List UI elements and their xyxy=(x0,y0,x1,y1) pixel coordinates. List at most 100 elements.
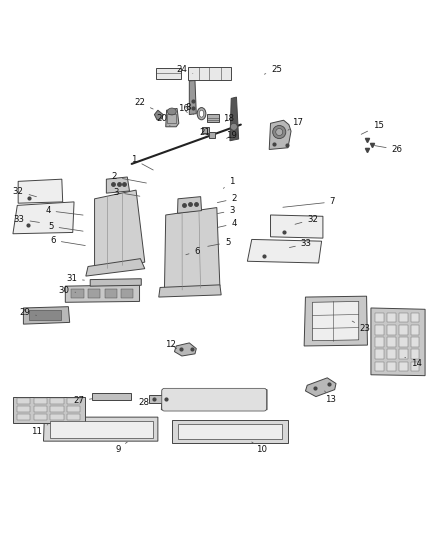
Text: 19: 19 xyxy=(226,131,237,140)
Polygon shape xyxy=(177,197,201,213)
Bar xyxy=(375,362,384,372)
Ellipse shape xyxy=(199,110,204,117)
Bar xyxy=(187,67,231,79)
Text: 11: 11 xyxy=(31,425,48,436)
Bar xyxy=(411,313,420,322)
Bar xyxy=(67,406,80,413)
Text: 17: 17 xyxy=(288,118,303,130)
Text: 4: 4 xyxy=(217,219,237,228)
Text: 23: 23 xyxy=(352,321,371,333)
Polygon shape xyxy=(86,259,145,276)
Bar xyxy=(149,395,170,403)
Bar xyxy=(17,398,30,405)
Polygon shape xyxy=(164,207,220,292)
Bar xyxy=(208,133,215,138)
Bar xyxy=(105,289,117,298)
Bar xyxy=(50,406,64,413)
Bar xyxy=(17,414,30,420)
Bar xyxy=(67,398,80,405)
Polygon shape xyxy=(13,202,74,234)
Polygon shape xyxy=(65,285,140,302)
Bar xyxy=(411,337,420,347)
Polygon shape xyxy=(18,179,63,203)
Bar xyxy=(399,362,408,372)
Polygon shape xyxy=(304,296,367,346)
Text: 3: 3 xyxy=(217,206,235,215)
Polygon shape xyxy=(247,239,321,263)
Polygon shape xyxy=(95,190,145,270)
Polygon shape xyxy=(43,417,158,441)
Ellipse shape xyxy=(167,108,176,115)
Text: 1: 1 xyxy=(223,177,235,188)
Bar xyxy=(387,350,396,359)
Polygon shape xyxy=(312,302,359,341)
Polygon shape xyxy=(172,420,288,443)
Text: 25: 25 xyxy=(265,64,282,74)
Text: 32: 32 xyxy=(13,187,36,197)
Bar xyxy=(88,289,100,298)
Bar xyxy=(399,350,408,359)
Text: 1: 1 xyxy=(131,155,153,170)
Text: 21: 21 xyxy=(200,127,211,136)
Polygon shape xyxy=(174,343,196,356)
Bar xyxy=(399,325,408,335)
Polygon shape xyxy=(166,108,179,127)
Polygon shape xyxy=(269,120,291,149)
Bar xyxy=(34,414,47,420)
Bar xyxy=(387,337,396,347)
Text: 29: 29 xyxy=(19,308,36,317)
Polygon shape xyxy=(161,390,267,410)
Bar xyxy=(50,398,64,405)
Bar xyxy=(375,337,384,347)
Bar xyxy=(34,398,47,405)
Bar xyxy=(399,313,408,322)
Bar xyxy=(411,350,420,359)
Bar xyxy=(34,406,47,413)
Text: 9: 9 xyxy=(115,442,127,454)
Text: 13: 13 xyxy=(325,391,336,404)
Polygon shape xyxy=(154,110,163,120)
Ellipse shape xyxy=(197,108,206,120)
Bar xyxy=(67,414,80,420)
Polygon shape xyxy=(271,215,323,238)
Text: 8: 8 xyxy=(186,103,194,115)
Text: 16: 16 xyxy=(178,104,189,113)
Polygon shape xyxy=(159,285,221,297)
Text: 27: 27 xyxy=(73,397,92,406)
Bar xyxy=(50,414,64,420)
Text: 30: 30 xyxy=(59,286,76,295)
Text: 4: 4 xyxy=(45,206,83,215)
Polygon shape xyxy=(371,308,425,376)
Bar xyxy=(399,337,408,347)
Ellipse shape xyxy=(276,128,283,135)
Bar xyxy=(375,313,384,322)
Text: 31: 31 xyxy=(66,274,85,283)
Bar xyxy=(71,289,84,298)
Text: 7: 7 xyxy=(283,197,335,207)
Text: 2: 2 xyxy=(111,173,146,183)
Bar xyxy=(155,68,181,79)
Bar xyxy=(375,350,384,359)
Bar xyxy=(387,325,396,335)
Text: 6: 6 xyxy=(186,247,200,256)
Polygon shape xyxy=(106,177,130,193)
Text: 26: 26 xyxy=(374,145,403,154)
Polygon shape xyxy=(23,306,70,324)
Polygon shape xyxy=(49,421,152,438)
Text: 15: 15 xyxy=(361,122,384,134)
Text: 20: 20 xyxy=(156,115,170,126)
Text: 33: 33 xyxy=(14,215,39,224)
Polygon shape xyxy=(90,279,141,286)
Polygon shape xyxy=(13,397,85,423)
Polygon shape xyxy=(305,378,336,397)
Text: 10: 10 xyxy=(252,442,267,454)
Ellipse shape xyxy=(273,125,286,139)
Text: 28: 28 xyxy=(138,398,155,407)
Bar xyxy=(207,114,219,123)
Ellipse shape xyxy=(230,123,237,130)
Bar xyxy=(375,325,384,335)
FancyBboxPatch shape xyxy=(162,389,267,411)
Bar xyxy=(167,114,176,123)
Text: 22: 22 xyxy=(134,98,153,109)
Polygon shape xyxy=(230,97,239,141)
